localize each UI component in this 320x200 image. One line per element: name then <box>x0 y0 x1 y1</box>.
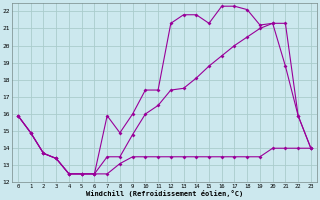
X-axis label: Windchill (Refroidissement éolien,°C): Windchill (Refroidissement éolien,°C) <box>86 190 243 197</box>
